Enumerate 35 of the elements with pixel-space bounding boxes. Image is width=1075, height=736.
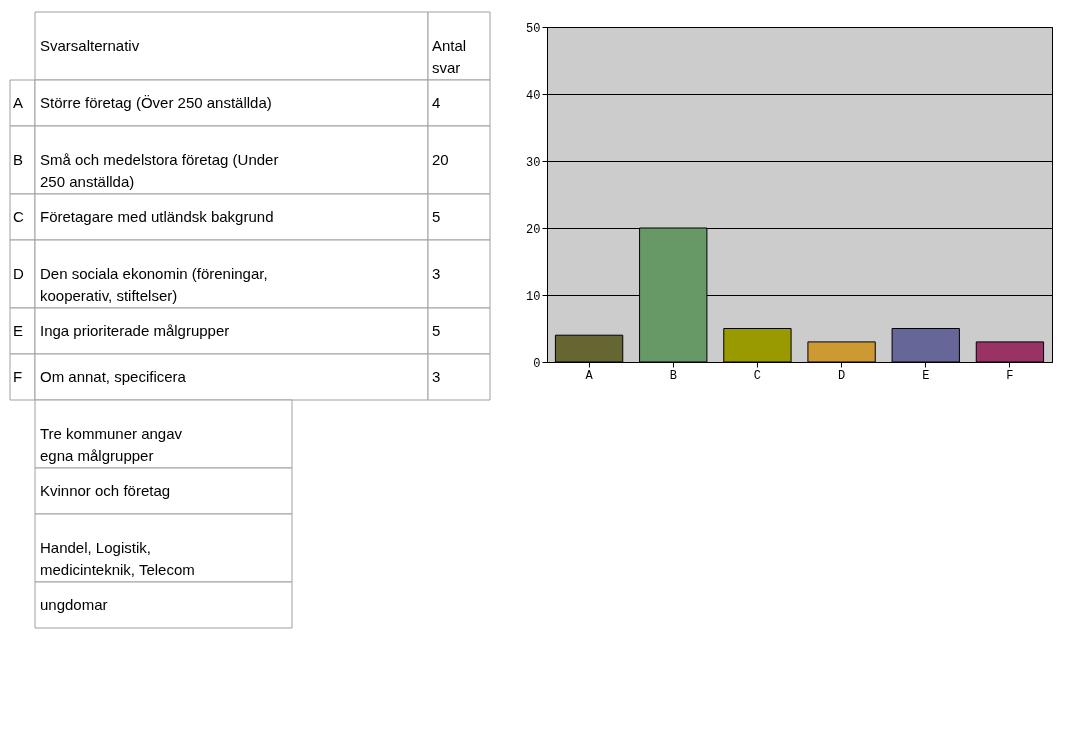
- y-tick-label: 50: [526, 21, 541, 36]
- text: Företagare med utländsk bakgrund: [40, 208, 274, 225]
- text: 3: [432, 265, 441, 282]
- y-tick-label: 20: [526, 222, 541, 237]
- y-tick-label: 40: [526, 88, 541, 103]
- text: 20: [432, 151, 449, 168]
- text: 5: [432, 208, 441, 225]
- y-tick-label: 0: [533, 356, 541, 371]
- category-label: A: [13, 94, 24, 111]
- x-tick-label: D: [837, 368, 846, 383]
- text: Om annat, specificera: [40, 368, 187, 385]
- text: Tre kommuner angav egna målgrupper: [40, 425, 183, 464]
- x-tick-label: B: [669, 368, 677, 383]
- x-tick-label: F: [1006, 368, 1014, 383]
- category-label: E: [13, 322, 24, 339]
- text: Antal svar: [432, 37, 467, 76]
- text: Svarsalternativ: [40, 37, 140, 54]
- text: Större företag (Över 250 anställda): [40, 94, 272, 111]
- x-tick-label: E: [922, 368, 930, 383]
- category-label: B: [13, 151, 24, 168]
- category-label: C: [13, 208, 24, 225]
- y-tick-label: 10: [526, 289, 541, 304]
- text: 3: [432, 368, 441, 385]
- text: 5: [432, 322, 441, 339]
- text: Kvinnor och företag: [40, 482, 171, 499]
- x-tick-label: C: [753, 368, 762, 383]
- x-tick-label: A: [585, 368, 594, 383]
- text: Handel, Logistik, medicinteknik, Telecom: [40, 539, 195, 578]
- text: 4: [432, 94, 441, 111]
- category-label: D: [13, 265, 24, 282]
- y-tick-label: 30: [526, 155, 541, 170]
- text: ungdomar: [40, 596, 108, 613]
- text: Små och medelstora företag (Under 250 anställda): [40, 151, 279, 190]
- text: Den sociala ekonomin (föreningar, kooperativ, stiftelser): [40, 265, 268, 304]
- text: Inga prioriterade målgrupper: [40, 322, 230, 339]
